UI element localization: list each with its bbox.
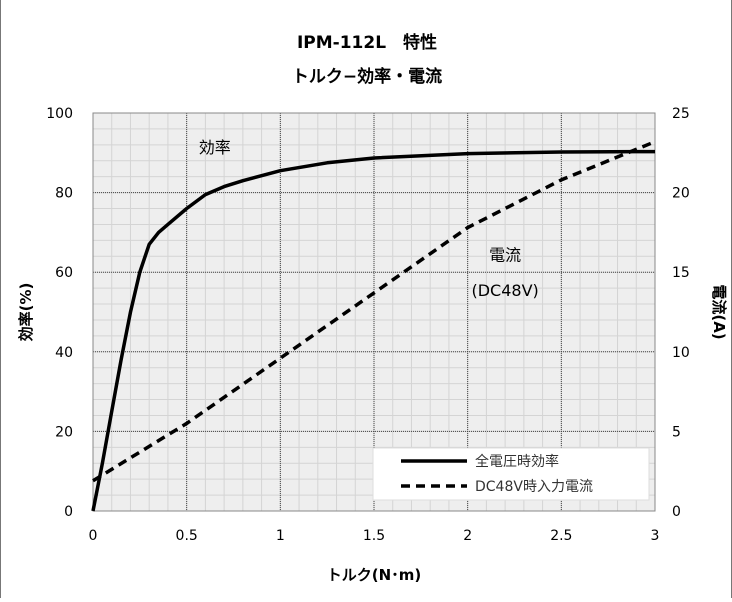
y2-tick-label: 0	[672, 504, 681, 520]
y2-tick-label: 25	[672, 106, 690, 122]
y-tick-label: 80	[55, 186, 73, 202]
x-tick-label: 2	[463, 528, 472, 544]
current-series-line	[92, 140, 656, 483]
legend: 全電圧時効率 DC48V時入力電流	[372, 447, 650, 501]
chart-title: IPM-112L 特性	[297, 32, 437, 53]
legend-label-efficiency: 全電圧時効率	[475, 453, 559, 470]
y-tick-label: 0	[64, 504, 73, 520]
y2-axis-ticks: 0 5 10 15 20 25	[672, 106, 690, 520]
x-axis-ticks: 0 0.5 1 1.5 2 2.5 3	[89, 528, 660, 544]
plot-border	[92, 112, 656, 512]
chart-annotation: (DC48V)	[471, 281, 538, 300]
legend-box	[372, 447, 650, 501]
x-axis-title: トルク(N･m)	[327, 566, 421, 584]
x-tick-label: 1	[276, 528, 285, 544]
legend-label-current: DC48V時入力電流	[475, 479, 593, 495]
x-tick-label: 1.5	[363, 528, 385, 544]
y2-axis-title: 電流(A)	[710, 284, 728, 339]
y-tick-label: 40	[55, 345, 73, 361]
y-axis-ticks: 0 20 40 60 80 100	[46, 106, 73, 520]
y2-tick-label: 5	[672, 424, 681, 440]
y-tick-label: 100	[46, 106, 73, 122]
y2-tick-label: 15	[672, 265, 690, 281]
efficiency-series-line	[91, 149, 656, 512]
x-tick-label: 2.5	[550, 528, 572, 544]
x-tick-label: 0	[89, 528, 98, 544]
chart-annotation: 効率	[199, 138, 231, 157]
chart-annotation: 電流	[489, 245, 521, 264]
x-tick-label: 0.5	[176, 528, 198, 544]
y-axis-title: 効率(%)	[17, 283, 35, 342]
y2-tick-label: 20	[672, 186, 690, 202]
y-tick-label: 20	[55, 424, 73, 440]
chart-subtitle: トルク−効率・電流	[292, 66, 442, 87]
x-tick-label: 3	[651, 528, 660, 544]
y-tick-label: 60	[55, 265, 73, 281]
y2-tick-label: 10	[672, 345, 690, 361]
series-layer	[91, 140, 656, 512]
